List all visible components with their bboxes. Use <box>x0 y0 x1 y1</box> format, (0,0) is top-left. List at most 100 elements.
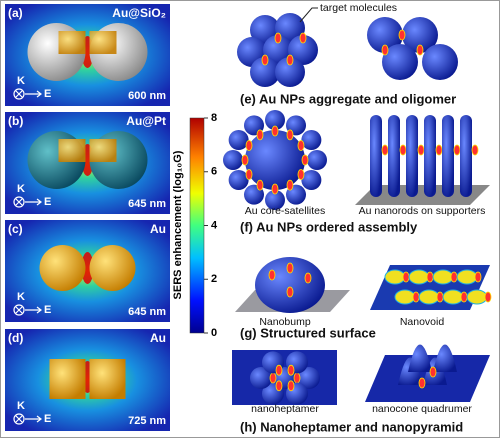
nanostructure <box>250 57 280 87</box>
item-label: nanocone quadrumer <box>372 403 472 415</box>
hotspot <box>453 144 461 156</box>
nanostructure <box>265 190 285 210</box>
material-label: Au@Pt <box>126 114 166 128</box>
nanostructure <box>367 17 403 53</box>
nanostructure <box>275 13 305 43</box>
section-caption: (e) Au NPs aggregate and oligomer <box>240 91 456 106</box>
colorbar-tick-label: 0 <box>211 327 217 339</box>
hotspot <box>412 291 420 303</box>
e-label: E <box>44 196 51 208</box>
nanovoid <box>432 269 454 285</box>
nanorod <box>442 115 454 197</box>
core-cutaway <box>58 139 86 162</box>
nanoparticle <box>89 245 136 291</box>
nanostructure <box>223 150 243 170</box>
e-arrow <box>25 415 42 423</box>
panel-label: (d) <box>8 331 23 345</box>
nanostructure <box>288 35 318 65</box>
hotspot <box>287 380 295 392</box>
hotspot <box>398 29 406 41</box>
nanovoid <box>394 289 416 305</box>
hotspot <box>286 54 294 66</box>
e-label: E <box>44 304 51 316</box>
hotspot <box>435 144 443 156</box>
hotspot <box>286 179 294 191</box>
hotspot <box>268 269 276 281</box>
hotspot <box>275 380 283 392</box>
hotspot <box>256 179 264 191</box>
item-label: Au nanorods on supporters <box>359 205 486 217</box>
hotspot <box>301 154 309 166</box>
nanorod <box>424 115 436 197</box>
core-cutaway <box>58 31 86 54</box>
nanostructure <box>245 130 305 190</box>
hotspot <box>81 252 94 284</box>
hotspot <box>381 144 389 156</box>
nanostructure <box>228 130 249 150</box>
hotspot <box>304 272 312 284</box>
hotspot <box>426 271 434 283</box>
hotspot <box>297 140 305 151</box>
hotspot <box>299 32 307 44</box>
wavelength-label: 600 nm <box>128 90 166 102</box>
pointer <box>299 7 318 23</box>
hotspot <box>429 366 437 378</box>
nanocone <box>433 344 457 372</box>
nanovoid <box>466 289 488 305</box>
hotspot <box>287 364 295 376</box>
panel-label: (c) <box>8 222 23 236</box>
e-arrow <box>25 198 42 206</box>
nanostructure <box>298 367 320 389</box>
material-label: Au <box>150 331 166 345</box>
hotspot <box>271 125 279 137</box>
colorbar <box>189 117 205 334</box>
hotspot <box>245 140 253 151</box>
k-label: K <box>17 400 25 412</box>
hotspot <box>241 154 249 166</box>
hotspot <box>381 44 389 56</box>
hotspot <box>271 183 279 195</box>
k-direction <box>13 304 25 316</box>
nanoparticle <box>39 245 86 291</box>
wavelength-label: 645 nm <box>128 198 166 210</box>
hotspot <box>274 32 282 44</box>
nanostructure <box>265 110 285 130</box>
hotspot <box>297 169 305 180</box>
section-caption: (h) Nanoheptamer and nanopyramid <box>240 419 463 434</box>
material-label: Au <box>150 222 166 236</box>
nanostructure <box>382 44 418 80</box>
colorbar-tick-label: 2 <box>211 273 217 285</box>
annotation: target molecules <box>320 2 397 14</box>
nanostructure <box>263 35 293 65</box>
nanocone <box>408 344 432 372</box>
k-direction <box>13 88 25 100</box>
wavelength-label: 645 nm <box>128 306 166 318</box>
k-cross <box>15 90 23 98</box>
hotspot <box>256 129 264 141</box>
nanorod <box>388 115 400 197</box>
nanostructure <box>301 170 322 190</box>
item-label: Nanobump <box>259 316 311 328</box>
colorbar-tick-label: 4 <box>211 219 218 231</box>
e-arrow <box>25 90 42 98</box>
k-label: K <box>17 183 25 195</box>
core-cutaway <box>89 31 117 54</box>
k-label: K <box>17 291 25 303</box>
k-label: K <box>17 75 25 87</box>
hotspot <box>286 129 294 141</box>
hotspot <box>436 291 444 303</box>
nanovoid <box>418 289 440 305</box>
e-arrow <box>25 306 42 314</box>
hotspot <box>245 169 253 180</box>
k-cross <box>15 198 23 206</box>
hotspot <box>269 372 277 384</box>
nanocube <box>49 359 86 399</box>
hotspot <box>416 44 424 56</box>
hotspot <box>399 144 407 156</box>
nanostructure <box>402 17 438 53</box>
e-label: E <box>44 88 51 100</box>
item-label: Nanovoid <box>400 316 445 328</box>
hotspot <box>418 377 426 389</box>
panel-label: (b) <box>8 114 23 128</box>
